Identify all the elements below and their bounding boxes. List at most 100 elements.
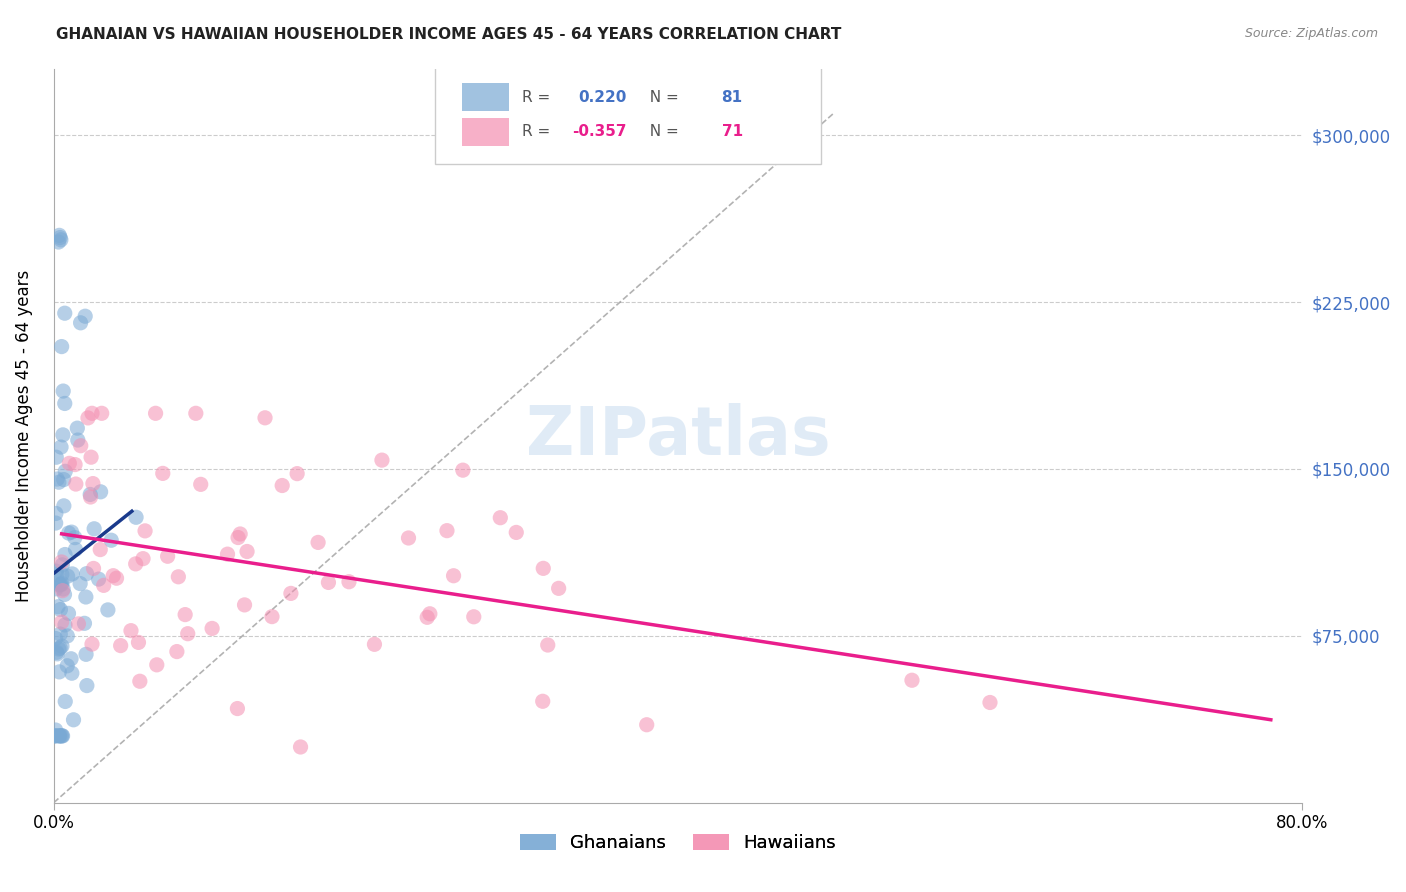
Hawaiians — [363, 637, 385, 651]
Ghanaians — [45, 564, 67, 578]
Ghanaians — [52, 384, 75, 398]
Ghanaians — [51, 639, 73, 653]
Ghanaians — [53, 618, 76, 632]
Hawaiians — [80, 406, 103, 420]
Ghanaians — [49, 729, 72, 743]
Hawaiians — [77, 410, 100, 425]
Ghanaians — [45, 582, 67, 596]
Ghanaians — [52, 729, 75, 743]
Text: N =: N = — [641, 124, 685, 139]
Ghanaians — [49, 578, 72, 592]
Hawaiians — [398, 531, 420, 545]
Ghanaians — [56, 629, 79, 643]
Hawaiians — [127, 635, 149, 649]
Ghanaians — [53, 548, 76, 562]
Ghanaians — [52, 473, 75, 487]
Text: N =: N = — [641, 90, 685, 104]
Hawaiians — [229, 527, 252, 541]
Ghanaians — [51, 729, 73, 743]
Text: -0.357: -0.357 — [572, 124, 626, 139]
Hawaiians — [82, 476, 104, 491]
Hawaiians — [51, 583, 73, 598]
Ghanaians — [51, 576, 73, 591]
Ghanaians — [48, 665, 70, 679]
Ghanaians — [48, 228, 70, 243]
Hawaiians — [145, 406, 167, 420]
Text: Source: ZipAtlas.com: Source: ZipAtlas.com — [1244, 27, 1378, 40]
Ghanaians — [45, 450, 67, 465]
Ghanaians — [69, 576, 91, 591]
Ghanaians — [56, 569, 79, 583]
Text: 0.220: 0.220 — [578, 90, 627, 104]
Ghanaians — [51, 577, 73, 591]
Hawaiians — [416, 610, 439, 624]
Hawaiians — [531, 561, 554, 575]
Hawaiians — [337, 574, 360, 589]
Hawaiians — [531, 694, 554, 708]
Ghanaians — [66, 433, 89, 447]
Hawaiians — [103, 568, 125, 582]
Hawaiians — [201, 622, 224, 636]
Ghanaians — [62, 713, 84, 727]
Ghanaians — [97, 603, 120, 617]
Ghanaians — [52, 499, 75, 513]
Hawaiians — [260, 609, 283, 624]
Hawaiians — [318, 575, 340, 590]
Ghanaians — [60, 566, 83, 581]
Hawaiians — [489, 510, 512, 524]
Hawaiians — [120, 624, 142, 638]
Hawaiians — [463, 609, 485, 624]
Ghanaians — [75, 648, 97, 662]
Hawaiians — [134, 524, 156, 538]
Ghanaians — [52, 582, 75, 596]
Ghanaians — [44, 729, 66, 743]
Ghanaians — [51, 558, 73, 572]
Hawaiians — [217, 547, 239, 561]
Ghanaians — [49, 233, 72, 247]
Ghanaians — [51, 729, 73, 743]
Ghanaians — [48, 578, 70, 592]
Ghanaians — [45, 516, 67, 530]
Hawaiians — [451, 463, 474, 477]
Ghanaians — [58, 526, 80, 541]
Y-axis label: Householder Income Ages 45 - 64 years: Householder Income Ages 45 - 64 years — [15, 269, 32, 602]
Hawaiians — [167, 570, 190, 584]
Hawaiians — [80, 450, 103, 465]
Ghanaians — [45, 567, 67, 582]
Hawaiians — [636, 717, 658, 731]
Ghanaians — [48, 475, 70, 490]
Ghanaians — [46, 472, 69, 486]
Legend: Ghanaians, Hawaiians: Ghanaians, Hawaiians — [512, 827, 844, 860]
Ghanaians — [48, 729, 70, 743]
Hawaiians — [271, 478, 294, 492]
Hawaiians — [83, 561, 105, 575]
Ghanaians — [79, 487, 101, 501]
Hawaiians — [146, 657, 169, 672]
Hawaiians — [285, 467, 308, 481]
Hawaiians — [166, 644, 188, 658]
Hawaiians — [371, 453, 394, 467]
Ghanaians — [46, 599, 69, 614]
Ghanaians — [83, 522, 105, 536]
Ghanaians — [66, 421, 89, 435]
Bar — [463, 83, 509, 112]
Hawaiians — [69, 439, 91, 453]
Ghanaians — [60, 652, 83, 666]
Ghanaians — [65, 542, 87, 557]
Text: R =: R = — [522, 124, 555, 139]
Ghanaians — [58, 607, 80, 621]
Hawaiians — [51, 555, 73, 569]
Ghanaians — [48, 642, 70, 657]
Ghanaians — [87, 572, 110, 586]
Ghanaians — [46, 647, 69, 661]
Hawaiians — [184, 406, 207, 420]
Hawaiians — [233, 598, 256, 612]
Ghanaians — [75, 590, 97, 604]
Hawaiians — [110, 639, 132, 653]
Hawaiians — [152, 467, 174, 481]
Hawaiians — [537, 638, 560, 652]
Ghanaians — [56, 658, 79, 673]
Ghanaians — [49, 602, 72, 616]
Text: 81: 81 — [721, 90, 742, 104]
Ghanaians — [44, 729, 66, 743]
